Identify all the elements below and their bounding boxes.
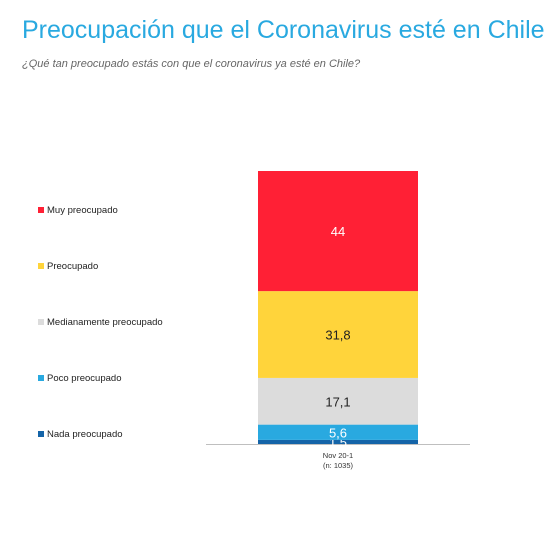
legend-label: Nada preocupado bbox=[47, 428, 123, 440]
data-label: 5,6 bbox=[329, 425, 347, 440]
legend-swatch bbox=[38, 431, 44, 437]
data-label: 31,8 bbox=[325, 328, 350, 343]
legend-item: Nada preocupado bbox=[38, 428, 123, 440]
bar-segment-medianamente-preocupado bbox=[258, 377, 418, 425]
legend-label: Preocupado bbox=[47, 260, 99, 272]
legend-label: Poco preocupado bbox=[47, 372, 122, 384]
bar-segment-poco-preocupado bbox=[258, 424, 418, 440]
x-category-label: Nov 20-1 bbox=[322, 451, 354, 460]
legend-item: Preocupado bbox=[38, 260, 98, 272]
chart-title: Preocupación que el Coronavirus esté en … bbox=[22, 16, 544, 44]
bar-segment-preocupado bbox=[258, 291, 418, 378]
bar-segment-nada-preocupado bbox=[258, 439, 418, 444]
legend-item: Muy preocupado bbox=[38, 204, 118, 216]
chart-subtitle: ¿Qué tan preocupado estás con que el cor… bbox=[22, 58, 361, 70]
legend-swatch bbox=[38, 319, 44, 325]
bar-segment-muy-preocupado bbox=[258, 171, 418, 292]
legend-item: Medianamente preocupado bbox=[38, 316, 163, 328]
legend-label: Medianamente preocupado bbox=[47, 316, 163, 328]
legend-swatch bbox=[38, 263, 44, 269]
legend-label: Muy preocupado bbox=[47, 204, 118, 216]
data-label: 17,1 bbox=[325, 394, 350, 409]
data-label: 44 bbox=[331, 224, 345, 239]
x-category-sublabel: (n: 1035) bbox=[322, 461, 354, 470]
legend-swatch bbox=[38, 375, 44, 381]
legend-swatch bbox=[38, 207, 44, 213]
legend-item: Poco preocupado bbox=[38, 372, 121, 384]
